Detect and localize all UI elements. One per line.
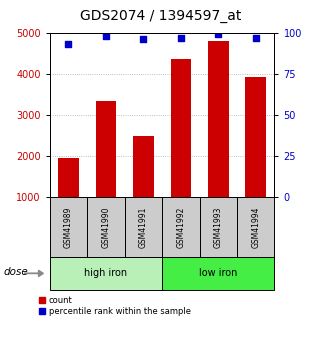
Bar — [208, 41, 229, 197]
Text: GSM41992: GSM41992 — [176, 206, 185, 247]
Bar — [125, 197, 162, 257]
Bar — [50, 197, 87, 257]
Text: GSM41991: GSM41991 — [139, 206, 148, 247]
Text: GSM41993: GSM41993 — [214, 206, 223, 248]
Text: GSM41990: GSM41990 — [101, 206, 110, 248]
Bar — [96, 101, 116, 197]
Bar — [237, 197, 274, 257]
Text: GSM41994: GSM41994 — [251, 206, 260, 248]
Text: GSM41989: GSM41989 — [64, 206, 73, 247]
Point — [216, 32, 221, 37]
Bar — [162, 257, 274, 290]
Text: GDS2074 / 1394597_at: GDS2074 / 1394597_at — [80, 9, 241, 23]
Legend: count, percentile rank within the sample: count, percentile rank within the sample — [38, 294, 192, 317]
Bar — [58, 158, 79, 197]
Point — [66, 41, 71, 47]
Bar — [87, 197, 125, 257]
Point — [178, 35, 183, 40]
Point — [103, 33, 108, 39]
Text: low iron: low iron — [199, 268, 238, 278]
Bar — [133, 136, 154, 197]
Bar — [170, 59, 191, 197]
Bar — [162, 197, 200, 257]
Text: dose: dose — [3, 267, 28, 277]
Bar — [246, 77, 266, 197]
Bar — [50, 257, 162, 290]
Text: high iron: high iron — [84, 268, 127, 278]
Bar — [200, 197, 237, 257]
Point — [141, 37, 146, 42]
Point — [253, 35, 258, 40]
